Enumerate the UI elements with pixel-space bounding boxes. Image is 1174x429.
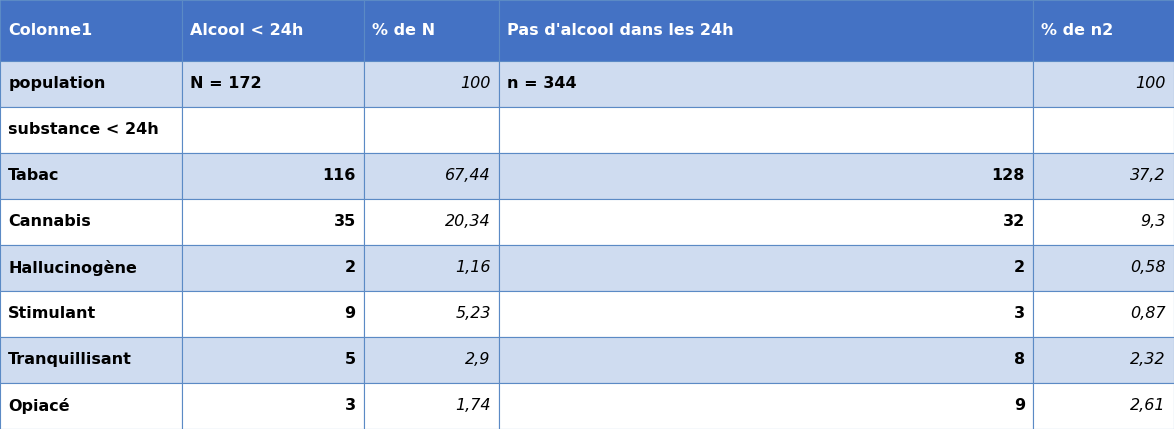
Text: 67,44: 67,44 [445, 169, 491, 184]
Text: 32: 32 [1003, 214, 1025, 230]
Bar [364, 107, 499, 153]
Text: 20,34: 20,34 [445, 214, 491, 230]
Text: 100: 100 [1135, 76, 1166, 91]
Text: 100: 100 [460, 76, 491, 91]
Bar [182, 107, 364, 153]
Text: 5,23: 5,23 [456, 306, 491, 321]
Bar [364, 337, 499, 383]
Bar [1033, 0, 1174, 61]
Bar [499, 153, 1033, 199]
Text: Pas d'alcool dans les 24h: Pas d'alcool dans les 24h [507, 23, 734, 38]
Bar [182, 383, 364, 429]
Text: 2,61: 2,61 [1131, 399, 1166, 414]
Bar [182, 245, 364, 291]
Bar [364, 153, 499, 199]
Bar [0, 337, 182, 383]
Bar [0, 107, 182, 153]
Bar [499, 61, 1033, 107]
Bar [364, 245, 499, 291]
Text: 1,16: 1,16 [456, 260, 491, 275]
Text: Cannabis: Cannabis [8, 214, 90, 230]
Text: 9,3: 9,3 [1140, 214, 1166, 230]
Bar [0, 0, 182, 61]
Bar [0, 153, 182, 199]
Text: 3: 3 [345, 399, 356, 414]
Bar [364, 383, 499, 429]
Text: Colonne1: Colonne1 [8, 23, 93, 38]
Text: 9: 9 [345, 306, 356, 321]
Bar [1033, 383, 1174, 429]
Bar [499, 107, 1033, 153]
Bar [0, 199, 182, 245]
Bar [499, 245, 1033, 291]
Bar [0, 291, 182, 337]
Text: 0,87: 0,87 [1131, 306, 1166, 321]
Bar [1033, 337, 1174, 383]
Text: 116: 116 [323, 169, 356, 184]
Text: % de N: % de N [372, 23, 436, 38]
Text: 2,32: 2,32 [1131, 353, 1166, 368]
Text: Tranquillisant: Tranquillisant [8, 353, 133, 368]
Bar [182, 61, 364, 107]
Text: 5: 5 [345, 353, 356, 368]
Text: 35: 35 [333, 214, 356, 230]
Bar [364, 61, 499, 107]
Text: % de n2: % de n2 [1041, 23, 1114, 38]
Text: Hallucinogène: Hallucinogène [8, 260, 137, 276]
Bar [1033, 61, 1174, 107]
Bar [499, 0, 1033, 61]
Text: 2: 2 [345, 260, 356, 275]
Text: Tabac: Tabac [8, 169, 60, 184]
Bar [182, 337, 364, 383]
Text: 1,74: 1,74 [456, 399, 491, 414]
Text: 8: 8 [1014, 353, 1025, 368]
Bar [182, 291, 364, 337]
Bar [1033, 199, 1174, 245]
Text: 37,2: 37,2 [1131, 169, 1166, 184]
Text: Opiacé: Opiacé [8, 398, 69, 414]
Bar [0, 383, 182, 429]
Bar [364, 199, 499, 245]
Text: N = 172: N = 172 [190, 76, 262, 91]
Text: substance < 24h: substance < 24h [8, 122, 158, 137]
Text: Stimulant: Stimulant [8, 306, 96, 321]
Bar [182, 0, 364, 61]
Bar [1033, 153, 1174, 199]
Text: Alcool < 24h: Alcool < 24h [190, 23, 304, 38]
Bar [499, 199, 1033, 245]
Bar [499, 337, 1033, 383]
Bar [364, 0, 499, 61]
Text: 0,58: 0,58 [1131, 260, 1166, 275]
Text: population: population [8, 76, 106, 91]
Text: n = 344: n = 344 [507, 76, 576, 91]
Bar [1033, 107, 1174, 153]
Bar [499, 383, 1033, 429]
Text: 128: 128 [992, 169, 1025, 184]
Bar [364, 291, 499, 337]
Bar [182, 199, 364, 245]
Text: 9: 9 [1014, 399, 1025, 414]
Bar [499, 291, 1033, 337]
Text: 3: 3 [1014, 306, 1025, 321]
Text: 2,9: 2,9 [465, 353, 491, 368]
Text: 2: 2 [1014, 260, 1025, 275]
Bar [1033, 291, 1174, 337]
Bar [0, 61, 182, 107]
Bar [1033, 245, 1174, 291]
Bar [182, 153, 364, 199]
Bar [0, 245, 182, 291]
